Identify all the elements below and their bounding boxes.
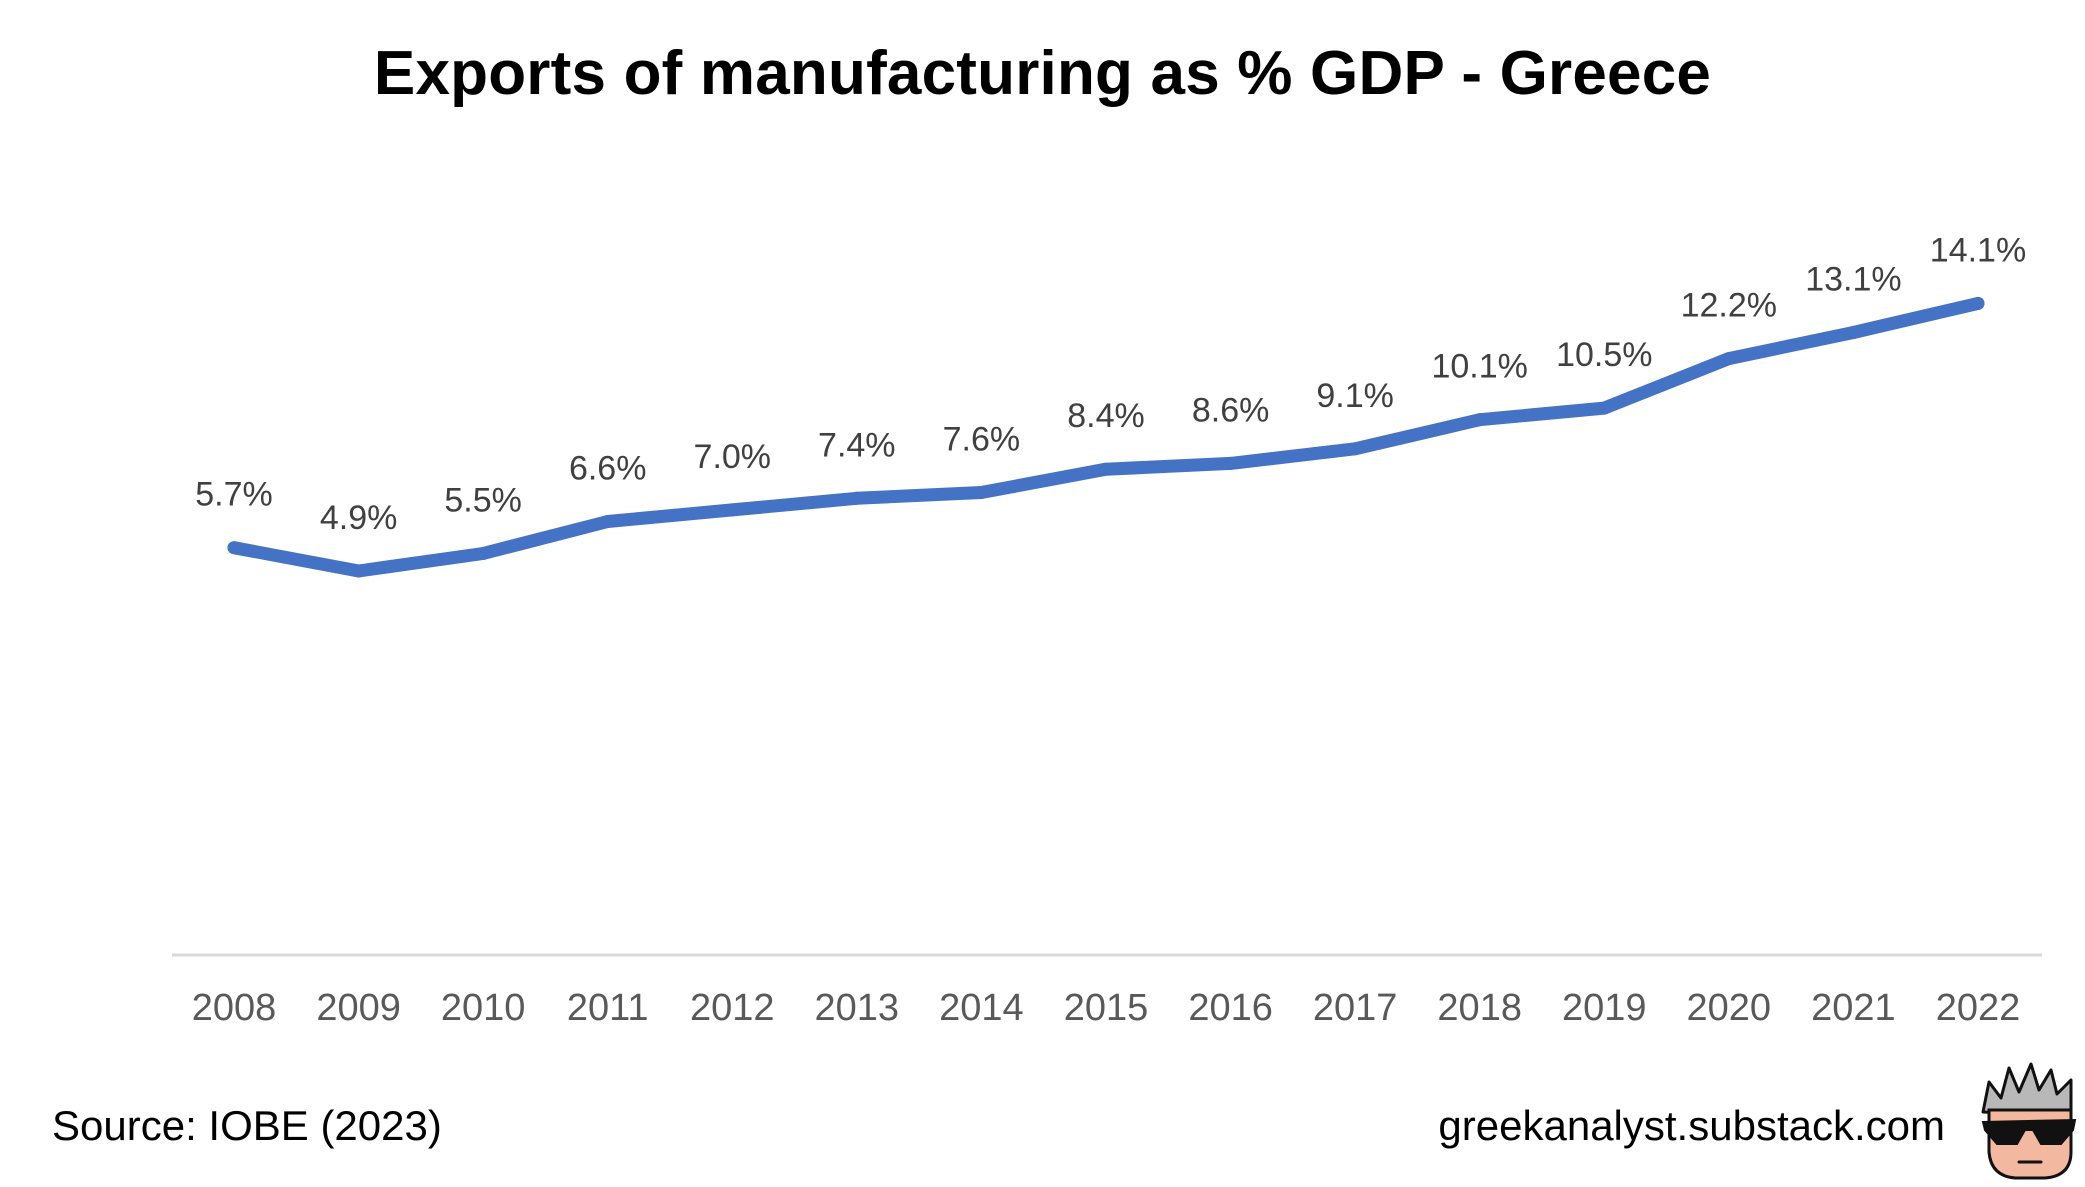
data-point [1971, 296, 1985, 310]
x-tick-label: 2012 [690, 987, 775, 1029]
x-tick-label: 2009 [316, 987, 401, 1029]
chart-title: Exports of manufacturing as % GDP - Gree… [373, 39, 1712, 108]
x-tick-label: 2014 [939, 987, 1024, 1029]
x-tick-label: 2015 [1064, 987, 1149, 1029]
x-tick-label: 2013 [815, 987, 900, 1029]
x-tick-label: 2020 [1687, 987, 1772, 1029]
data-label: 7.0% [694, 438, 772, 476]
data-label: 4.9% [320, 499, 398, 537]
data-label: 8.4% [1067, 397, 1145, 435]
data-label: 10.1% [1431, 348, 1527, 386]
x-tick-label: 2019 [1562, 987, 1647, 1029]
data-point [227, 541, 241, 555]
data-label: 5.5% [444, 482, 522, 520]
data-point [601, 515, 615, 528]
data-label-layer: 5.7% 4.9% 5.5% 6.6% 7.0% 7.4% 7.6% 8.4% 8.6% 9.1%… [195, 231, 2026, 537]
data-label: 12.2% [1681, 287, 1777, 325]
x-tick-label: 2016 [1188, 987, 1273, 1029]
x-tick-label: 2011 [567, 987, 649, 1029]
series-line [227, 296, 1985, 578]
data-label: 8.6% [1192, 391, 1270, 429]
data-label: 9.1% [1316, 377, 1394, 415]
data-label: 7.6% [943, 421, 1021, 459]
data-point [725, 503, 739, 517]
data-point [476, 547, 490, 560]
x-tick-label: 2017 [1313, 987, 1398, 1029]
data-point [974, 486, 988, 499]
data-point [850, 491, 864, 505]
data-label: 7.4% [818, 426, 896, 464]
x-tick-layer: 2008 2009 2010 2011 2012 2013 2014 2015 2016 2017… [192, 987, 2021, 1029]
x-tick-label: 2008 [192, 987, 277, 1029]
site-url: greekanalyst.substack.com [1438, 1102, 1945, 1149]
source-note: Source: IOBE (2023) [52, 1102, 442, 1149]
data-point [1348, 442, 1362, 456]
data-point [1597, 401, 1611, 415]
x-tick-label: 2018 [1437, 987, 1522, 1029]
data-point [1846, 326, 1860, 339]
line-layer [227, 296, 1985, 578]
data-label: 13.1% [1805, 261, 1901, 299]
data-label: 6.6% [569, 450, 647, 488]
data-point [1099, 462, 1113, 476]
x-tick-label: 2022 [1936, 987, 2021, 1029]
x-tick-label: 2021 [1811, 987, 1896, 1029]
data-point [1722, 352, 1736, 366]
data-label: 10.5% [1556, 336, 1652, 374]
data-point [1473, 413, 1487, 427]
cartoon-face-sunglasses-icon [1975, 1060, 2080, 1187]
data-point [1224, 456, 1238, 470]
data-point [352, 564, 366, 578]
data-label: 5.7% [195, 476, 273, 514]
data-label: 14.1% [1930, 231, 2026, 269]
x-tick-label: 2010 [441, 987, 526, 1029]
